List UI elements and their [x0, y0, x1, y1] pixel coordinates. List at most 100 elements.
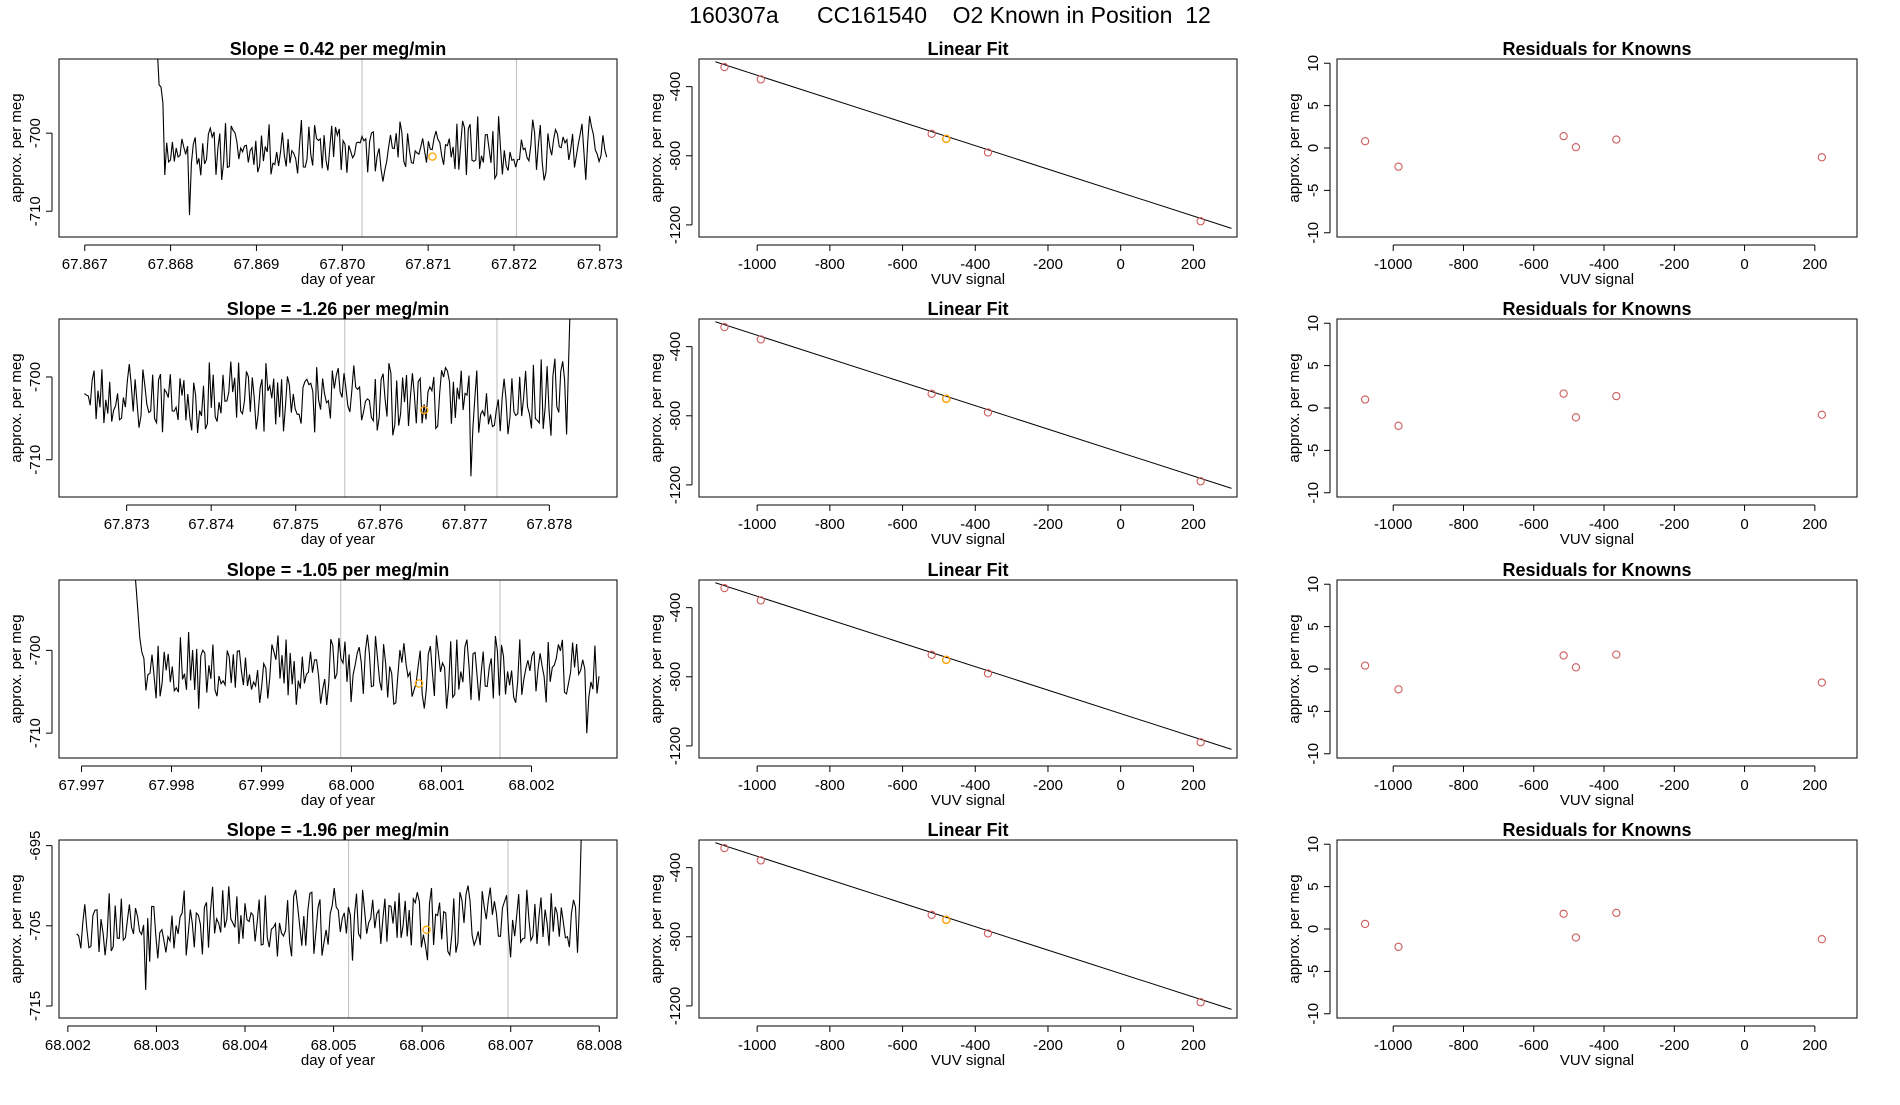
y-tick-label: 10 [1305, 576, 1322, 593]
data-series-line [84, 319, 571, 477]
x-axis-label: VUV signal [1560, 531, 1634, 548]
plot-frame [698, 318, 1238, 498]
x-tick-label: 68.002 [45, 1037, 91, 1054]
x-tick-label: 200 [1802, 516, 1827, 533]
panel-title: Linear Fit [927, 820, 1008, 840]
y-axis-label: approx. per meg [648, 353, 665, 462]
fit-line [715, 582, 1232, 750]
panel-1-1: Slope = 0.42 per meg/min 67.867 67.868 67.8… [8, 39, 623, 288]
known-point [1360, 919, 1370, 929]
y-tick-label: -400 [667, 332, 684, 362]
known-point [1394, 685, 1403, 694]
x-tick-label: -800 [1448, 256, 1478, 273]
panel-2-1: Slope = -1.26 per meg/min 67.873 67.874 67.… [8, 299, 618, 548]
y-tick-label: -5 [1305, 705, 1322, 718]
x-tick-label: 67.999 [239, 777, 285, 794]
y-axis-label: approx. per meg [1286, 874, 1303, 983]
x-tick-label: 68.000 [329, 777, 375, 794]
y-axis-label: approx. per meg [1286, 614, 1303, 723]
x-tick-label: -600 [1519, 777, 1549, 794]
plot-frame [698, 579, 1238, 759]
panel-3-2: Linear Fit -1000 -800 -600 -400 -200 0 200 VUV s… [648, 560, 1238, 809]
known-point [756, 596, 765, 605]
y-tick-label: -700 [27, 118, 44, 148]
x-tick-label: 67.876 [357, 516, 403, 533]
y-tick-label: -710 [27, 196, 44, 226]
sample-point [941, 915, 951, 925]
y-tick-label: -695 [27, 831, 44, 861]
x-tick-label: -200 [1033, 1037, 1063, 1054]
known-point [1571, 933, 1581, 942]
x-tick-label: -1000 [738, 1037, 776, 1054]
x-tick-label: 67.874 [188, 516, 234, 533]
x-tick-label: -800 [1448, 777, 1478, 794]
y-tick-label: 10 [1305, 836, 1322, 853]
x-tick-label: -600 [888, 1037, 918, 1054]
panel-1-2: Linear Fit -1000 -800 -600 -400 -200 0 200 VUV s… [648, 39, 1238, 288]
panel-title: Linear Fit [927, 39, 1008, 59]
y-tick-label: -800 [667, 401, 684, 431]
y-tick-label: -400 [667, 853, 684, 883]
x-tick-label: -200 [1659, 777, 1689, 794]
plot-frame [1336, 318, 1858, 498]
plot-frame [58, 318, 618, 498]
x-tick-label: -400 [960, 1037, 990, 1054]
x-axis-label: day of year [301, 531, 375, 548]
known-point [1612, 391, 1621, 401]
x-tick-label: 67.873 [104, 516, 150, 533]
y-tick-label: -5 [1305, 965, 1322, 978]
y-axis-label: approx. per meg [8, 874, 25, 983]
panel-title: Residuals for Knowns [1502, 39, 1691, 59]
plot-frame [58, 839, 618, 1019]
x-tick-label: -400 [960, 777, 990, 794]
x-tick-label: 68.003 [133, 1037, 179, 1054]
known-point [983, 669, 993, 678]
x-tick-label: -600 [1519, 1037, 1549, 1054]
plot-frame [1336, 579, 1858, 759]
panel-title: Slope = -1.26 per meg/min [227, 299, 450, 319]
panel-title: Linear Fit [927, 560, 1008, 580]
y-tick-label: 0 [1305, 404, 1322, 412]
x-tick-label: 0 [1740, 777, 1748, 794]
y-tick-label: 0 [1305, 665, 1322, 673]
x-tick-label: -200 [1659, 1037, 1689, 1054]
panel-title: Residuals for Knowns [1502, 299, 1691, 319]
y-axis-label: approx. per meg [1286, 93, 1303, 202]
known-point [1394, 162, 1403, 171]
x-tick-label: 0 [1117, 1037, 1125, 1054]
y-tick-label: 5 [1305, 361, 1322, 369]
x-tick-label: 67.997 [59, 777, 105, 794]
x-tick-label: -600 [888, 516, 918, 533]
plot-frame [698, 58, 1238, 238]
x-tick-label: 200 [1802, 1037, 1827, 1054]
x-tick-label: 67.867 [62, 256, 108, 273]
x-tick-label: -800 [815, 1037, 845, 1054]
x-tick-label: -1000 [1374, 256, 1412, 273]
y-axis-label: approx. per meg [8, 93, 25, 202]
data-series-line [157, 59, 608, 216]
y-tick-label: -1200 [667, 206, 684, 244]
known-point [756, 75, 765, 84]
y-tick-label: -5 [1305, 444, 1322, 457]
x-tick-label: -1000 [1374, 777, 1412, 794]
x-tick-label: -800 [815, 516, 845, 533]
y-tick-label: 0 [1305, 925, 1322, 933]
x-tick-label: 200 [1802, 256, 1827, 273]
x-tick-label: 200 [1181, 256, 1206, 273]
panel-title: Linear Fit [927, 299, 1008, 319]
known-point [756, 335, 765, 344]
plot-frame [1336, 58, 1858, 238]
x-tick-label: -1000 [1374, 1037, 1412, 1054]
x-tick-label: -200 [1659, 256, 1689, 273]
x-axis-label: VUV signal [931, 792, 1005, 809]
known-point [1196, 477, 1205, 486]
x-tick-label: 200 [1181, 777, 1206, 794]
panel-title: Residuals for Knowns [1502, 820, 1691, 840]
y-tick-label: 5 [1305, 622, 1322, 630]
x-axis-label: VUV signal [931, 531, 1005, 548]
known-point [983, 148, 993, 157]
known-point [927, 910, 936, 919]
panel-4-2: Linear Fit -1000 -800 -600 -400 -200 0 200 VUV s… [648, 820, 1238, 1069]
